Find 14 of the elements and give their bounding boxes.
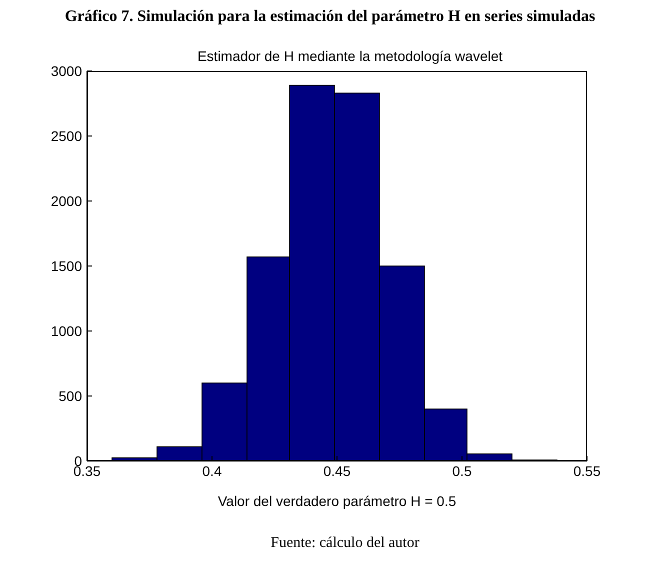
x-tick-label: 0.55 bbox=[573, 462, 601, 479]
y-tick-label: 2500 bbox=[50, 128, 82, 144]
y-tick-label: 1500 bbox=[50, 258, 82, 274]
x-tick-label: 0.5 bbox=[452, 462, 472, 479]
source-note: Fuente: cálculo del autor bbox=[270, 535, 420, 552]
y-tick-label: 3000 bbox=[50, 62, 82, 79]
x-tick-label: 0.4 bbox=[202, 462, 222, 479]
y-tick-label: 2000 bbox=[50, 192, 82, 209]
x-axis-title: Valor del verdadero parámetro H = 0.5 bbox=[218, 493, 456, 509]
y-tick-label: 500 bbox=[58, 388, 82, 404]
x-tick-label: 0.45 bbox=[323, 462, 351, 479]
chart-title: Gráfico 7. Simulación para la estimación del parámetro H en series simuladas bbox=[64, 8, 596, 26]
chart-subtitle: Estimador de H mediante la metodología wavelet bbox=[196, 48, 504, 64]
y-tick-label: 1000 bbox=[50, 322, 82, 339]
